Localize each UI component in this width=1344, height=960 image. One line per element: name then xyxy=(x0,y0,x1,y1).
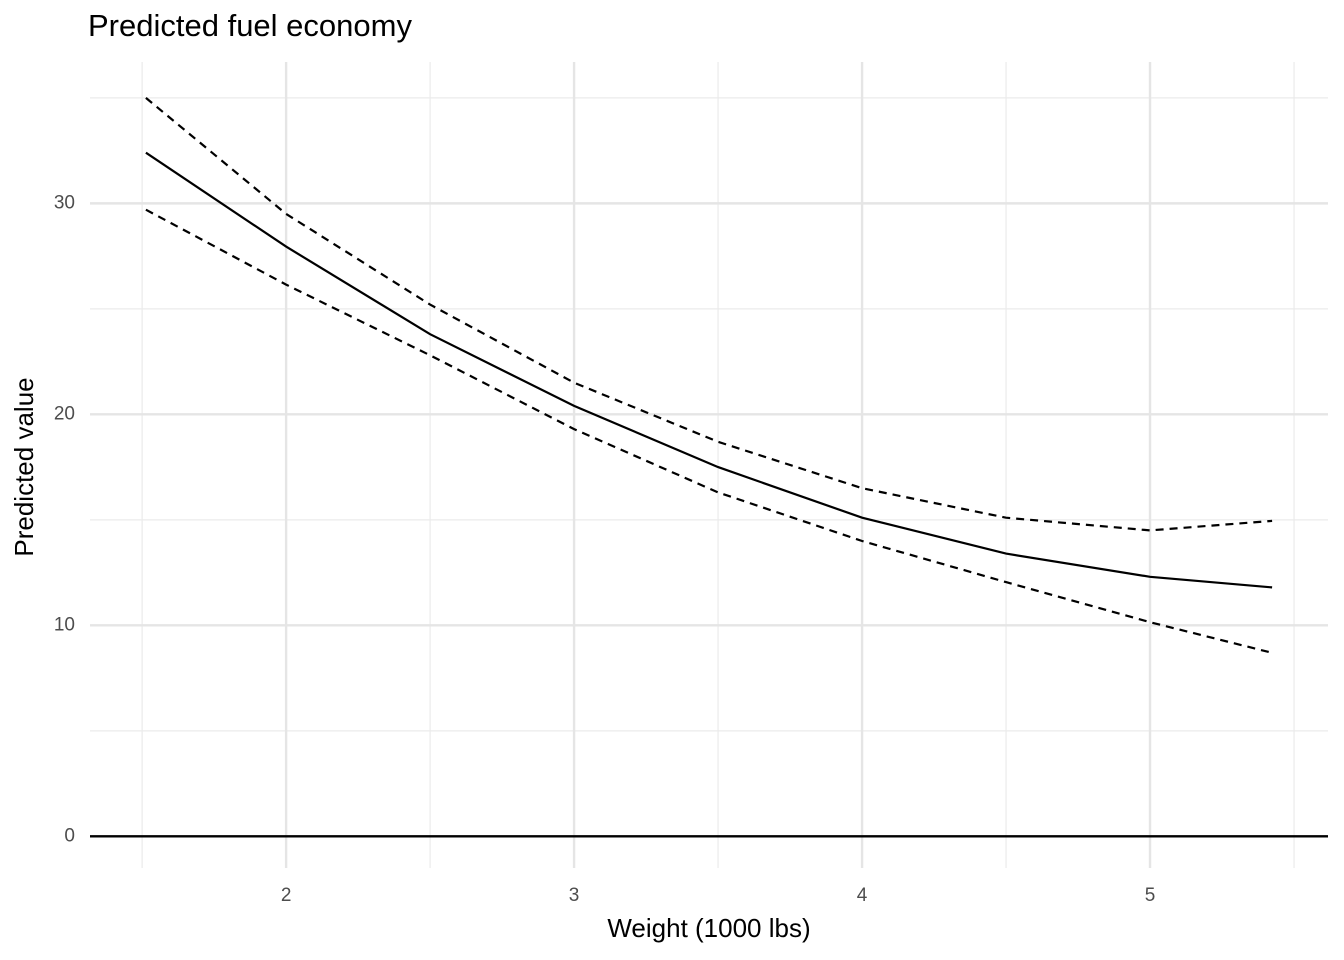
chart-title: Predicted fuel economy xyxy=(88,8,412,43)
x-tick-label: 3 xyxy=(569,885,580,906)
series-line xyxy=(145,97,1273,532)
x-axis-title: Weight (1000 lbs) xyxy=(607,913,810,943)
series-line xyxy=(145,208,1273,654)
y-tick-label: 10 xyxy=(54,614,75,635)
y-tick-label: 20 xyxy=(54,403,75,424)
x-tick-label: 5 xyxy=(1145,885,1156,906)
y-axis-title: Predicted value xyxy=(9,377,39,556)
x-tick-label: 4 xyxy=(857,885,868,906)
series-line xyxy=(145,151,1273,589)
y-tick-label: 30 xyxy=(54,192,75,213)
y-tick-label: 0 xyxy=(64,825,75,846)
x-tick-label: 2 xyxy=(281,885,292,906)
